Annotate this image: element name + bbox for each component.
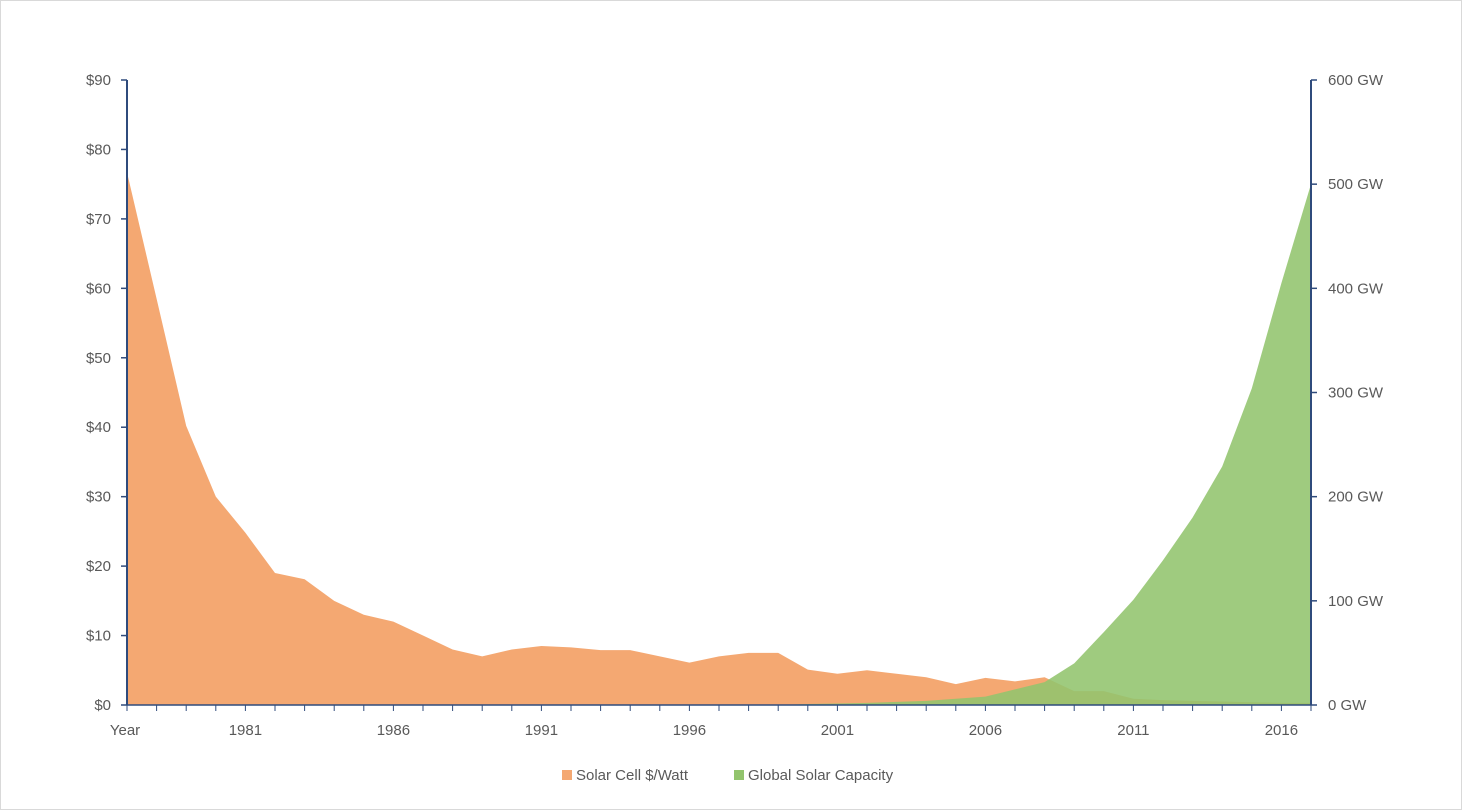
- x-tick-label: 1986: [377, 722, 410, 739]
- area-series-global-solar-capacity: [127, 184, 1311, 706]
- area-series-solar-cell-price: [127, 172, 1311, 706]
- x-tick-label: 2011: [1117, 722, 1149, 739]
- right-tick-label: 200 GW: [1328, 489, 1384, 506]
- left-tick-label: $90: [86, 72, 111, 89]
- left-tick-label: $70: [86, 211, 111, 228]
- left-tick-label: $50: [86, 350, 111, 367]
- right-tick-label: 400 GW: [1328, 280, 1384, 297]
- left-tick-label: $60: [86, 280, 111, 297]
- left-tick-label: $80: [86, 141, 111, 158]
- chart-areas: [127, 172, 1311, 706]
- right-tick-label: 300 GW: [1328, 385, 1384, 402]
- x-tick-label: 2016: [1265, 722, 1298, 739]
- right-tick-label: 500 GW: [1328, 176, 1384, 193]
- left-tick-label: $30: [86, 489, 111, 506]
- legend-label: Solar Cell $/Watt: [576, 767, 689, 784]
- x-tick-label: 1981: [229, 722, 262, 739]
- right-tick-label: 100 GW: [1328, 593, 1384, 610]
- left-tick-label: $20: [86, 558, 111, 575]
- right-tick-label: 0 GW: [1328, 697, 1367, 714]
- right-axis-ticks: 0 GW 100 GW 200 GW 300 GW 400 GW 500 GW 600 GW: [1311, 72, 1384, 714]
- x-axis-label: Year: [110, 722, 140, 739]
- x-tick-label: 2001: [821, 722, 854, 739]
- legend: Solar Cell $/Watt Global Solar Capacity: [562, 767, 894, 784]
- left-axis-ticks: $0 $10 $20 $30 $40 $50 $60 $70 $80 $90: [86, 72, 127, 714]
- legend-label: Global Solar Capacity: [748, 767, 894, 784]
- right-tick-label: 600 GW: [1328, 72, 1384, 89]
- x-tick-label: 1996: [673, 722, 706, 739]
- left-tick-label: $10: [86, 628, 111, 645]
- left-tick-label: $40: [86, 419, 111, 436]
- legend-swatch: [734, 770, 744, 780]
- legend-swatch: [562, 770, 572, 780]
- left-tick-label: $0: [94, 697, 111, 714]
- x-axis-ticks: Year 1981 1986 1991 1996 2001 2006 2011 2016: [110, 705, 1312, 739]
- x-tick-label: 2006: [969, 722, 1002, 739]
- x-tick-label: 1991: [525, 722, 558, 739]
